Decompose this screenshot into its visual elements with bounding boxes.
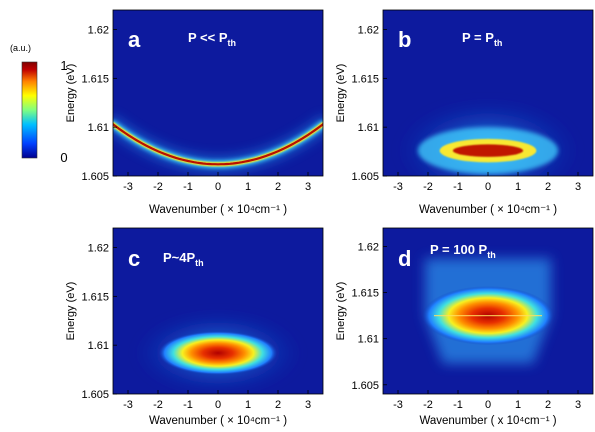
panel-a-heatmap <box>113 117 323 172</box>
panel-b-xtick-label: 1 <box>515 181 521 193</box>
panel-a-title: P << Pth <box>188 30 236 48</box>
panel-d-xtick-label: -1 <box>453 399 463 411</box>
colorbar: (a.u.) 1 0 <box>10 43 68 165</box>
panel-b-condensate-core <box>452 144 524 157</box>
panel-d-xtick-label: 1 <box>515 399 521 411</box>
panel-d-xtick-label: 0 <box>485 399 491 411</box>
panel-a-axes: -3 -2 -1 0 1 2 3 1.605 1.61 1.615 1.62 <box>81 9 324 193</box>
panel-b-ylabel: Energy (eV) <box>335 64 347 123</box>
panel-b-ytick-label: 1.62 <box>358 25 379 37</box>
panel-b-title-main: P = P <box>462 30 494 45</box>
panel-c-xtick-label: 0 <box>215 399 221 411</box>
panel-c: c P~4Pth -3 -2 -1 0 1 2 3 1.605 1.61 1.615 1.62 Wa… <box>65 227 324 427</box>
panel-d-ytick-label: 1.61 <box>358 334 379 346</box>
panel-a-xtick-label: 3 <box>305 181 311 193</box>
panel-d-heatmap <box>422 258 554 364</box>
panel-b-ytick-label: 1.605 <box>351 171 379 183</box>
panel-c-xtick-label: 2 <box>275 399 281 411</box>
panel-b-xtick-label: -2 <box>423 181 433 193</box>
panel-a-xtick-label: 2 <box>275 181 281 193</box>
panel-c-xtick-label: -3 <box>123 399 133 411</box>
panel-c-title-sub: th <box>195 258 204 268</box>
panel-c-xtick-label: -1 <box>183 399 193 411</box>
panel-a-title-main: P << P <box>188 30 228 45</box>
panel-a-letter: a <box>128 27 141 52</box>
panel-a-frame <box>112 9 324 177</box>
panel-a-ytick-label: 1.61 <box>88 122 109 134</box>
panel-b-frame <box>382 9 594 177</box>
panel-b-ytick-label: 1.615 <box>351 73 379 85</box>
panel-d-letter: d <box>398 246 411 271</box>
panel-a-xtick-label: 1 <box>245 181 251 193</box>
panel-d-xtick-label: 3 <box>575 399 581 411</box>
panel-b: b P = Pth -3 -2 -1 0 1 2 3 1.605 1.61 1.615 1.62 W… <box>335 9 594 216</box>
panel-d-xtick-label: -2 <box>423 399 433 411</box>
panel-b-xtick-label: 3 <box>575 181 581 193</box>
panel-b-xtick-label: 2 <box>545 181 551 193</box>
panel-c-xtick-label: -2 <box>153 399 163 411</box>
panel-c-frame <box>112 227 324 395</box>
panel-d-title-sub: th <box>487 250 496 260</box>
panel-d-title-main: P = 100 P <box>430 242 488 257</box>
panel-b-xtick-label: 0 <box>485 181 491 193</box>
panel-a-xtick-label: -3 <box>123 181 133 193</box>
panel-c-letter: c <box>128 246 140 271</box>
panel-b-ytick-label: 1.61 <box>358 122 379 134</box>
panel-a-ytick-label: 1.605 <box>81 171 109 183</box>
panel-a-title-sub: th <box>228 38 237 48</box>
panel-d-title: P = 100 Pth <box>430 242 496 260</box>
panel-a-ytick-label: 1.615 <box>81 73 109 85</box>
colorbar-max-label: 1 <box>60 58 67 73</box>
panel-c-condensate-blob <box>158 331 278 375</box>
panel-c-xlabel: Wavenumber ( × 10⁴cm⁻¹ ) <box>149 415 287 427</box>
panel-d-ytick-label: 1.615 <box>351 288 379 300</box>
panel-c-xtick-label: 1 <box>245 399 251 411</box>
panel-c-title-main: P~4P <box>163 250 195 265</box>
colorbar-unit: (a.u.) <box>10 43 31 53</box>
panel-a: a P << Pth -3 -2 -1 0 1 2 31.6051.611.6151.62 … <box>65 9 324 216</box>
panel-d-ytick-label: 1.605 <box>351 380 379 392</box>
panel-b-heatmap <box>398 100 578 176</box>
panel-a-dispersion-core <box>113 123 323 166</box>
panel-b-letter: b <box>398 27 411 52</box>
panel-b-axes: -3 -2 -1 0 1 2 3 1.605 1.61 1.615 1.62 <box>351 9 594 193</box>
panel-a-ytick-label: 1.62 <box>88 25 109 37</box>
panel-a-xlabel: Wavenumber ( × 10⁴cm⁻¹ ) <box>149 204 287 216</box>
panel-c-title: P~4Pth <box>163 250 204 268</box>
panel-c-ylabel: Energy (eV) <box>65 282 77 341</box>
panel-d-axes: -3 -2 -1 0 1 2 3 1.605 1.61 1.615 1.62 <box>351 227 594 411</box>
panel-d-xtick-label: 2 <box>545 399 551 411</box>
panel-b-title: P = Pth <box>462 30 502 48</box>
panel-a-xtick-label: 0 <box>215 181 221 193</box>
panel-c-heatmap <box>135 312 301 394</box>
panel-d-xtick-label: -3 <box>393 399 403 411</box>
colorbar-gradient <box>21 61 38 159</box>
panel-d-frame <box>382 227 594 395</box>
panel-b-xlabel: Wavenumber ( × 10⁴cm⁻¹ ) <box>419 204 557 216</box>
panel-d-ylabel: Energy (eV) <box>335 282 347 341</box>
panel-c-ytick-label: 1.62 <box>88 243 109 255</box>
panel-a-xtick-label: -2 <box>153 181 163 193</box>
panel-c-ytick-label: 1.61 <box>88 340 109 352</box>
colorbar-min-label: 0 <box>60 150 67 165</box>
panel-d: d P = 100 Pth -3 -2 -1 0 1 2 3 1.605 1.61 1.615 1.… <box>335 227 594 427</box>
panel-c-ytick-label: 1.615 <box>81 291 109 303</box>
panel-c-axes: -3 -2 -1 0 1 2 3 1.605 1.61 1.615 1.62 <box>81 227 324 411</box>
panel-a-xtick-label: -1 <box>183 181 193 193</box>
panel-c-xtick-label: 3 <box>305 399 311 411</box>
panel-a-ylabel: Energy (eV) <box>65 64 77 123</box>
panel-b-xtick-label: -1 <box>453 181 463 193</box>
panel-c-ytick-label: 1.605 <box>81 389 109 401</box>
panel-d-ytick-label: 1.62 <box>358 241 379 253</box>
panel-b-xtick-label: -3 <box>393 181 403 193</box>
panel-b-title-sub: th <box>494 38 503 48</box>
panel-d-xlabel: Wavenumber ( x 10⁴cm⁻¹ ) <box>419 415 556 427</box>
